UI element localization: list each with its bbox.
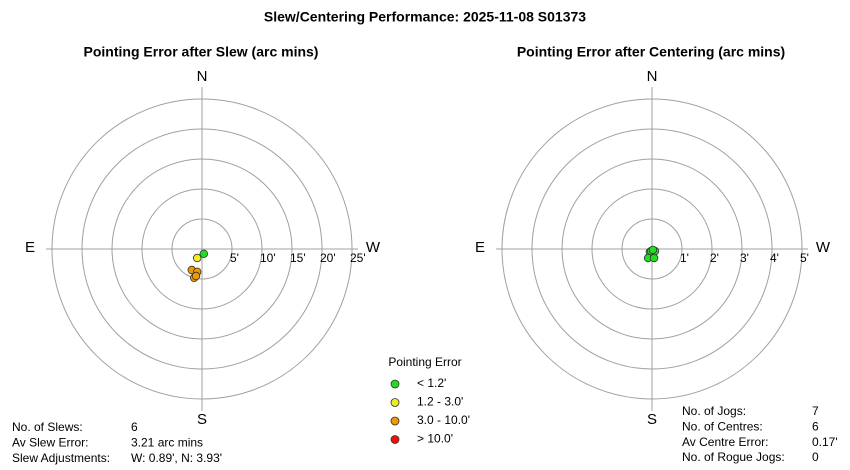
stat-value: 7 [812, 404, 819, 418]
stat-value: 6 [131, 420, 138, 434]
stat-value: 3.21 arc mins [131, 436, 203, 450]
ring-label: 15' [290, 251, 306, 265]
compass-label: W [816, 239, 831, 256]
legend-marker [390, 416, 400, 426]
ring-label: 10' [260, 251, 276, 265]
compass-label: N [197, 68, 208, 85]
legend-marker [390, 435, 400, 444]
point [649, 253, 659, 263]
legend-label: 1.2 - 3.0' [417, 395, 463, 409]
ring-label: 4' [770, 251, 779, 265]
legend-label: < 1.2' [417, 376, 446, 390]
stat-label: No. of Slews: [12, 420, 83, 434]
ring-label: 5' [800, 251, 809, 265]
ring-label: 1' [680, 251, 689, 265]
ring-label: 3' [740, 251, 749, 265]
compass-label: S [647, 411, 657, 428]
page-title: Slew/Centering Performance: 2025-11-08 S… [264, 9, 586, 25]
compass-label: E [475, 239, 485, 256]
stat-label: Slew Adjustments: [12, 451, 110, 465]
stat-label: No. of Rogue Jogs: [682, 450, 785, 464]
legend-marker [390, 398, 400, 407]
chart-title: Pointing Error after Slew (arc mins) [84, 44, 319, 60]
legend-marker [390, 379, 400, 389]
stat-label: Av Centre Error: [682, 435, 768, 449]
stat-value: W: 0.89', N: 3.93' [131, 451, 222, 465]
stat-label: No. of Centres: [682, 419, 763, 433]
ring-label: 25' [350, 251, 366, 265]
legend-label: 3.0 - 10.0' [417, 413, 470, 427]
point [648, 245, 658, 255]
compass-label: E [25, 239, 35, 256]
point [192, 253, 202, 263]
compass-label: N [647, 68, 658, 85]
compass-label: W [366, 239, 381, 256]
ring-label: 5' [230, 251, 239, 265]
stat-label: No. of Jogs: [682, 404, 746, 418]
point [199, 249, 208, 258]
stat-value: 6 [812, 419, 819, 433]
legend-label: > 10.0' [417, 432, 453, 446]
stat-label: Av Slew Error: [12, 436, 88, 450]
legend-title: Pointing Error [388, 355, 461, 369]
ring-label: 20' [320, 251, 336, 265]
stat-value: 0 [812, 450, 819, 464]
ring-label: 2' [710, 251, 719, 265]
chart-title: Pointing Error after Centering (arc mins… [517, 44, 785, 60]
stat-value: 0.17' [812, 435, 838, 449]
compass-label: S [197, 411, 207, 428]
point [191, 271, 201, 281]
